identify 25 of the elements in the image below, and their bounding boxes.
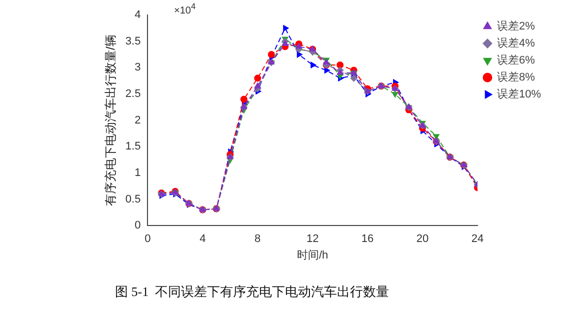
legend-label: 误差10% xyxy=(496,88,542,101)
y-tick-label: 2 xyxy=(134,114,141,126)
legend-label: 误差8% xyxy=(496,72,536,84)
y-tick-label: 4 xyxy=(134,9,141,22)
x-tick-label: 0 xyxy=(144,233,151,246)
x-axis-title: 时间/h xyxy=(296,248,328,262)
annotation: ×10$^{4}$ xyxy=(174,1,196,16)
y-tick-label: 0 xyxy=(134,220,141,232)
x-tick-label: 4 xyxy=(200,233,206,246)
caption: 图 5-1 不同误差下有序充电下电动汽车出行数量 xyxy=(115,283,390,301)
x-tick-label: 8 xyxy=(254,233,261,246)
legend-label: 误差6% xyxy=(496,54,536,67)
x-tick-label: 24 xyxy=(471,233,484,246)
x-tick-label: 12 xyxy=(306,233,319,246)
y-tick-label: 1.5 xyxy=(125,140,141,153)
legend-label: 误差2% xyxy=(496,20,536,33)
y-tick-label: 0.5 xyxy=(125,193,141,206)
legend-label: 误差4% xyxy=(496,38,536,50)
y-tick-label: 1 xyxy=(134,166,141,179)
y-tick-label: 2.5 xyxy=(125,88,141,100)
x-tick-label: 16 xyxy=(361,233,374,246)
y-tick-label: 3 xyxy=(134,62,141,74)
x-tick-label: 20 xyxy=(416,233,429,246)
y-tick-label: 3.5 xyxy=(125,35,141,48)
y-axis-title: 有序充电下电动汽车出行数量/辆 xyxy=(104,34,118,206)
